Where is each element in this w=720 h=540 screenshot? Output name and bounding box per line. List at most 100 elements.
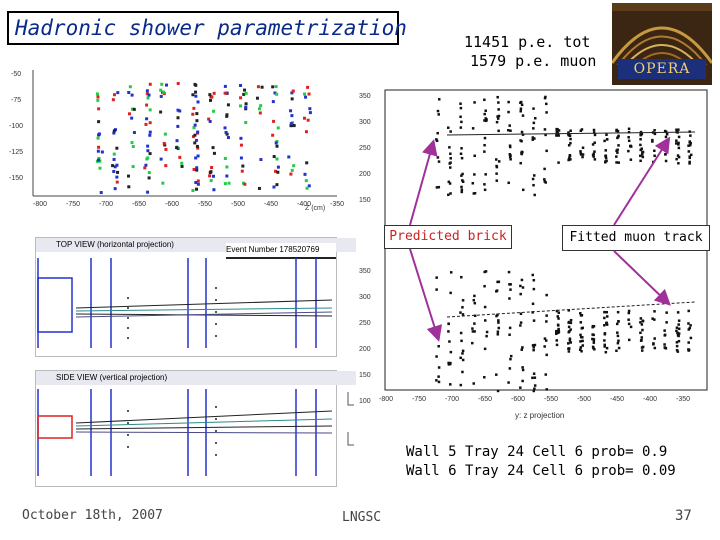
hit-point — [195, 144, 199, 148]
yz-point — [592, 131, 596, 134]
fit-line-lower — [446, 301, 696, 318]
yz-point — [605, 310, 609, 314]
yz-point — [616, 310, 620, 314]
yz-point — [675, 329, 678, 333]
hit-point — [116, 170, 120, 174]
yz-point — [567, 347, 570, 350]
yz-point — [557, 329, 560, 332]
yz-point — [508, 155, 512, 159]
yz-point — [460, 174, 463, 177]
hit-point — [225, 91, 229, 95]
hit-point — [239, 83, 243, 87]
yz-point — [567, 158, 570, 162]
yz-point — [567, 325, 571, 329]
hit-point — [162, 90, 166, 94]
yz-point — [677, 339, 681, 343]
yz-point — [461, 306, 464, 309]
y-tick-label: 150 — [359, 197, 371, 204]
hit-point — [192, 167, 196, 171]
yz-point — [555, 343, 559, 347]
yz-point — [473, 301, 477, 305]
hit-point — [244, 102, 248, 106]
yz-point — [473, 294, 476, 298]
hit-point — [112, 93, 116, 97]
x-tick-label: -750 — [66, 201, 80, 208]
yz-point — [532, 372, 536, 375]
yz-point — [435, 379, 438, 382]
x-tick-label: -750 — [412, 396, 426, 403]
hit-point — [112, 157, 116, 161]
hit-point — [195, 112, 199, 116]
yz-point — [519, 386, 522, 389]
yz-point — [616, 129, 620, 133]
yz-point — [591, 325, 594, 329]
yz-point — [459, 311, 462, 314]
yz-point — [615, 322, 619, 326]
hit-point — [276, 126, 280, 130]
yz-point — [531, 344, 535, 347]
hit-point — [178, 155, 182, 159]
yz-point — [461, 180, 465, 183]
hit-point — [196, 100, 200, 104]
yz-point — [459, 356, 462, 360]
yz-point — [639, 138, 642, 141]
yz-point — [460, 275, 463, 279]
yz-point — [616, 151, 619, 154]
hit-point — [239, 136, 243, 140]
yz-point — [689, 324, 692, 327]
opera-logo: OPERA — [612, 3, 712, 85]
yz-point — [639, 339, 643, 342]
yz-point — [484, 109, 487, 112]
hit-point — [192, 126, 196, 130]
hit-point — [191, 135, 195, 139]
hit-point — [305, 161, 309, 165]
yz-point — [676, 154, 680, 157]
hit-point — [191, 93, 195, 97]
yz-point — [496, 115, 499, 118]
yz-point — [461, 313, 465, 316]
x-tick-label: -600 — [511, 396, 525, 403]
yz-point — [471, 127, 475, 130]
yz-point — [448, 182, 452, 185]
yz-point — [496, 117, 500, 120]
hit-point — [239, 156, 243, 160]
yz-point — [567, 350, 571, 353]
hit-point — [212, 91, 216, 95]
hit-point — [257, 186, 261, 190]
hit-point — [289, 172, 293, 176]
yz-point — [544, 133, 547, 137]
yz-point — [579, 314, 583, 317]
hit-point — [163, 132, 167, 136]
hit-point — [100, 150, 104, 154]
yz-point — [519, 107, 523, 110]
yz-point — [616, 136, 619, 140]
hit-point — [176, 124, 180, 128]
hit-point — [307, 184, 311, 188]
hit-point — [223, 84, 227, 88]
hit-point — [180, 161, 184, 165]
yz-point — [461, 352, 464, 355]
yz-point — [581, 146, 585, 150]
scatter-points — [95, 82, 312, 195]
hit-point — [194, 90, 198, 94]
yz-point — [507, 100, 510, 104]
yz-point — [569, 328, 572, 331]
yz-point — [603, 323, 606, 327]
hit-point — [275, 183, 279, 187]
yz-point — [605, 322, 608, 325]
yz-point — [663, 329, 666, 332]
yz-point — [653, 337, 656, 340]
hit-point — [304, 130, 308, 134]
pe-total-text: 11451 p.e. tot — [464, 33, 591, 51]
yz-point — [473, 314, 477, 317]
yz-point — [483, 375, 486, 379]
hit-point — [239, 143, 243, 147]
hit-point — [178, 109, 182, 113]
yz-point — [484, 173, 487, 176]
hit-point — [289, 124, 293, 128]
yz-point — [677, 327, 681, 331]
yz-point — [449, 350, 453, 354]
hit-point — [290, 168, 294, 172]
y-tick-label: 100 — [359, 398, 371, 405]
